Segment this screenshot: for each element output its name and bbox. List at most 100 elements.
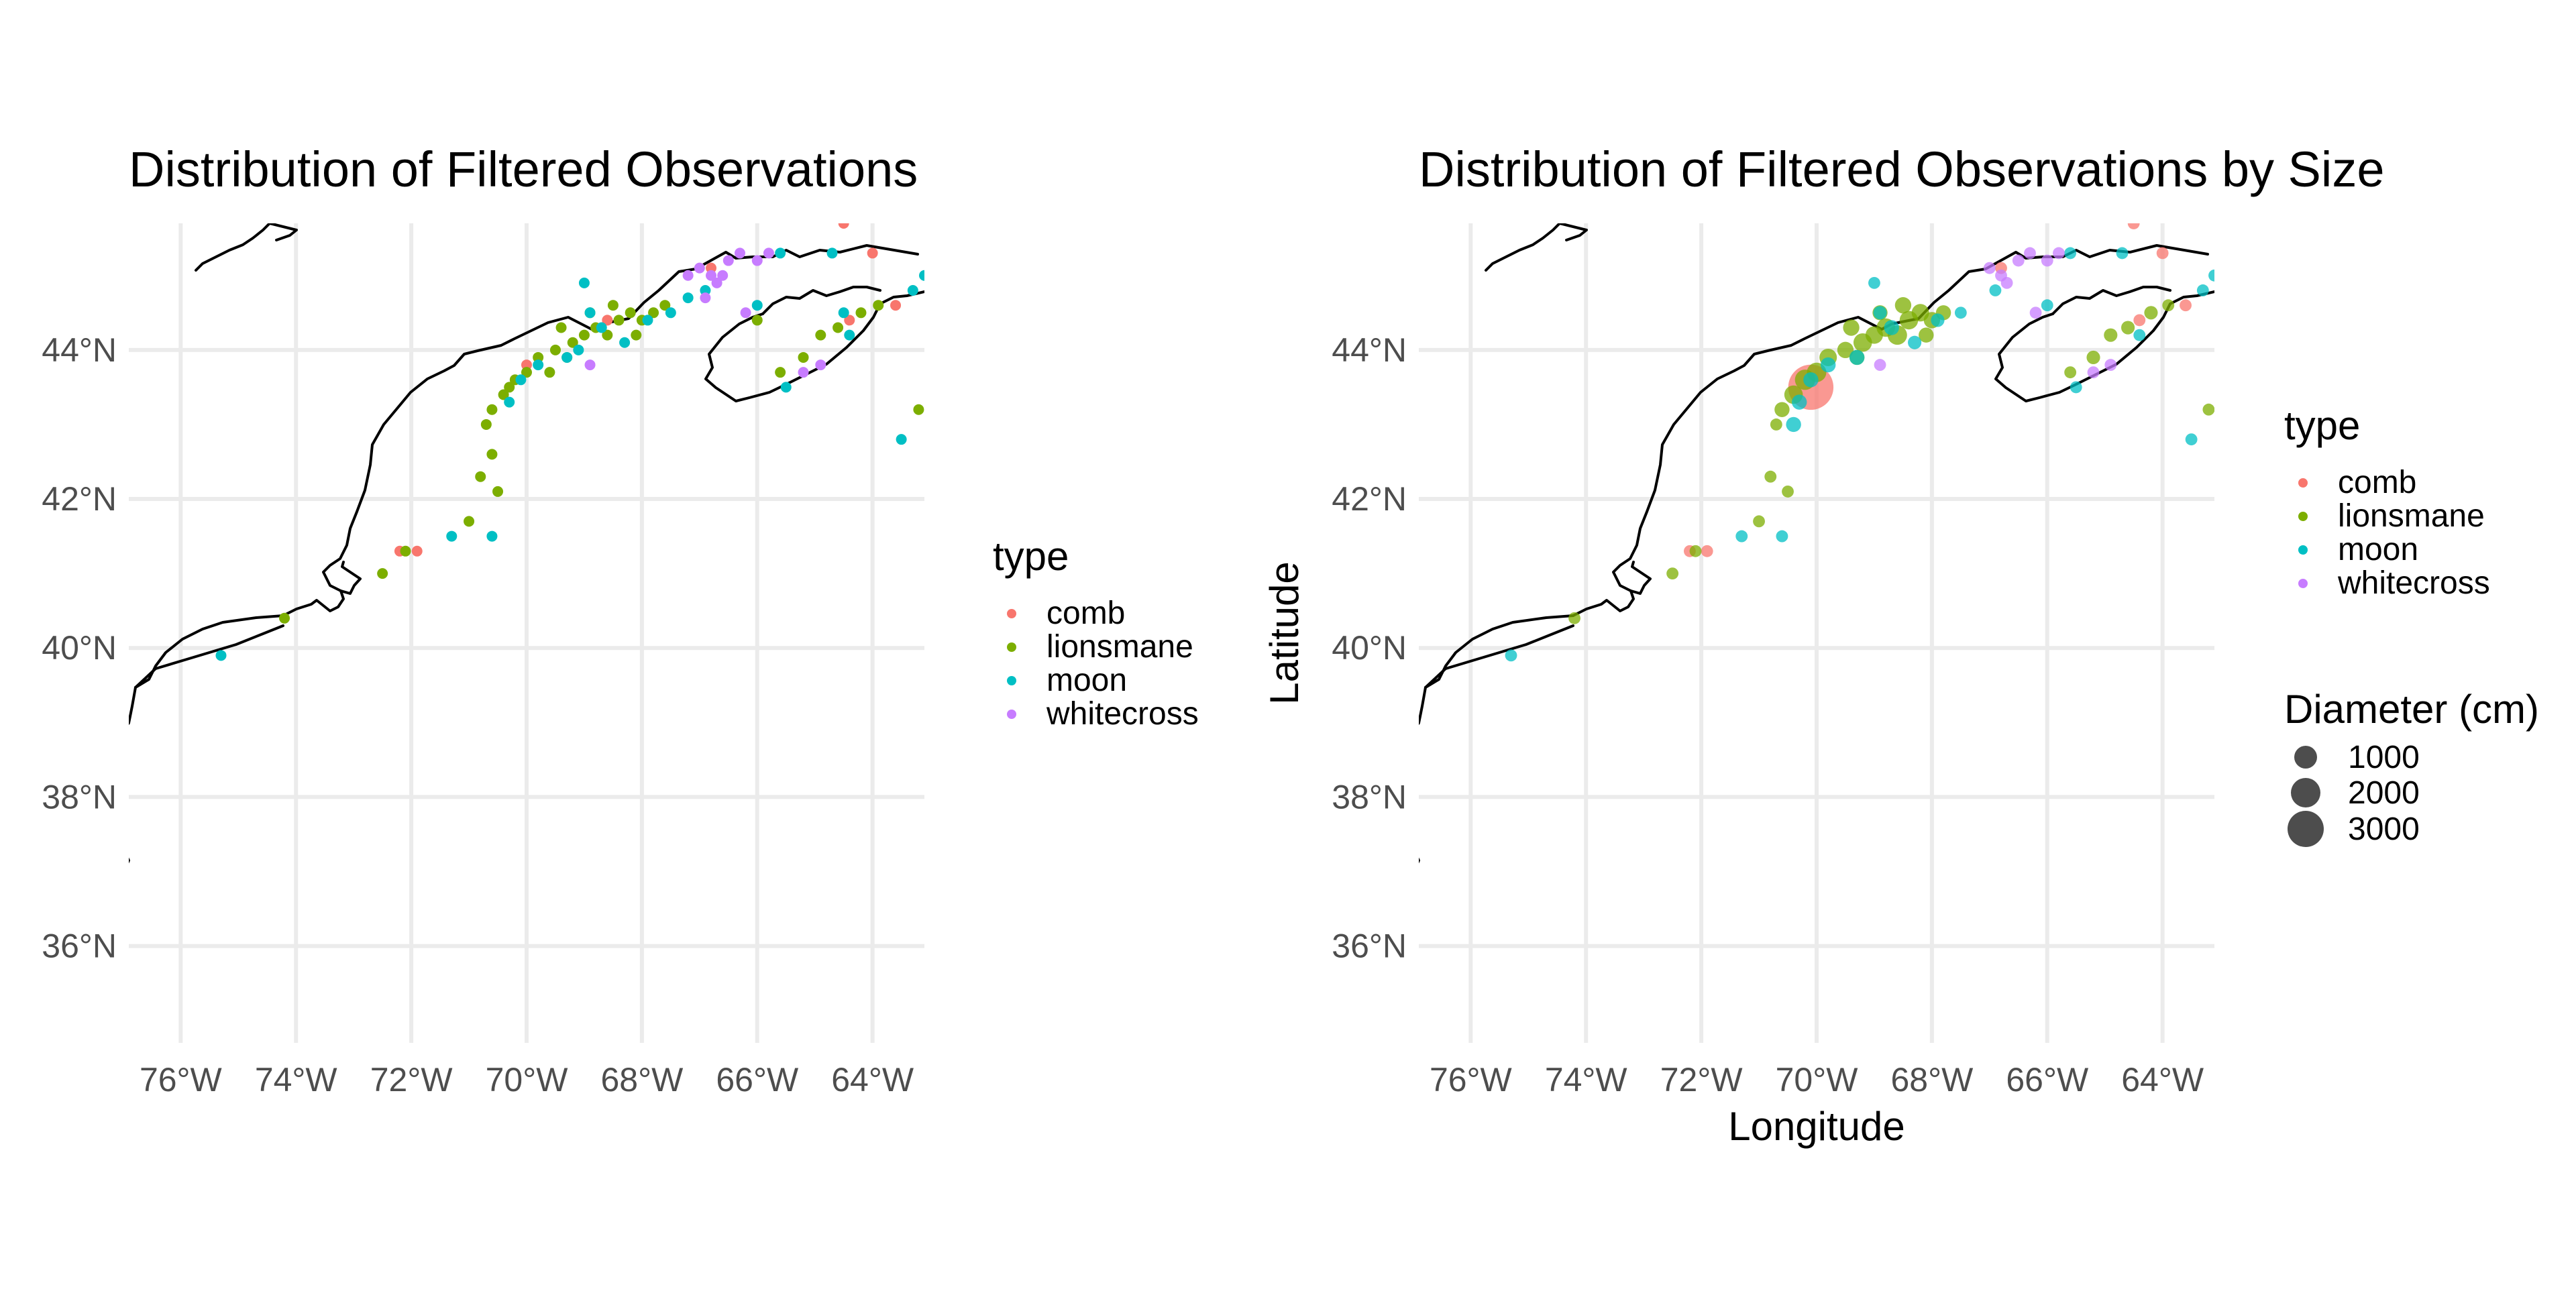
right-point-lionsmane [2202,403,2214,416]
right-legend-key-comb [2298,478,2308,488]
left-point-whitecross [694,262,705,274]
panel-left: Distribution of Filtered Observations 76… [42,142,1198,1099]
right-point-moon [1820,357,1836,373]
left-coastline-nova-scotia [704,290,924,402]
left-point-lionsmane [492,486,504,497]
right-point-moon [1868,276,1880,289]
left-point-lionsmane [504,382,515,393]
left-legend-title: type [993,534,1069,579]
left-point-whitecross [711,277,722,288]
left-coastline-new-jersey [129,686,137,726]
right-point-lionsmane [1666,567,1679,580]
right-point-lionsmane [1894,297,1912,314]
left-point-whitecross [798,367,809,378]
left-coastline-cape-cod [282,590,345,617]
right-point-moon [1954,306,1967,319]
left-y-tick-label: 42°N [42,480,117,518]
left-coastline-long-island [134,624,284,689]
right-y-tick-labels: 36°N 38°N 40°N 42°N 44°N [1332,331,1407,965]
left-point-lionsmane [498,389,509,400]
left-legend-label-lionsmane: lionsmane [1046,629,1193,665]
left-point-whitecross [815,359,826,371]
right-gridlines [1419,223,2214,1043]
left-x-tick-label: 74°W [255,1061,338,1099]
left-point-lionsmane [659,300,671,311]
right-point-lionsmane [1774,402,1790,417]
right-point-lionsmane [1770,418,1782,431]
right-point-comb [2156,247,2169,260]
left-point-lionsmane [464,516,475,527]
right-point-moon [2041,299,2053,312]
left-coastline-bay-of-fundy [761,286,881,315]
right-point-moon [1792,394,1807,410]
right-coastline [1332,223,2214,1129]
right-coastline-long-island [1424,624,1574,689]
left-point-lionsmane [480,418,492,430]
right-point-lionsmane [1568,612,1580,624]
left-x-tick-label: 64°W [831,1061,914,1099]
left-point-lionsmane [400,545,411,557]
right-coastline-long-island-sound [1424,614,1574,689]
left-point-lionsmane [549,344,561,355]
right-point-moon [1873,306,1887,320]
left-point-lionsmane [555,322,567,333]
left-x-tick-labels: 76°W 74°W 72°W 70°W 68°W 66°W 64°W [140,1061,914,1099]
right-point-lionsmane [2064,366,2077,379]
left-point-lionsmane [486,404,498,415]
left-point-whitecross [751,255,763,266]
right-point-whitecross [1983,262,1996,274]
right-size-legend-title: Diameter (cm) [2284,687,2539,732]
left-coastline-st-lawrence [195,223,271,272]
right-size-legend-key-2000 [2291,778,2320,807]
right-point-lionsmane [1764,470,1777,483]
right-point-moon [1735,530,1748,543]
left-point-moon [780,382,792,393]
left-point-lionsmane [798,351,809,363]
left-point-lionsmane [607,300,619,311]
right-point-lionsmane [2162,299,2175,312]
left-legend-key-comb [1007,609,1016,618]
left-point-whitecross [700,292,711,304]
left-legend-label-moon: moon [1046,663,1127,698]
right-point-moon [1505,649,1517,662]
right-point-lionsmane [1782,485,1794,498]
left-point-whitecross [706,270,717,281]
left-point-lionsmane [475,471,486,482]
left-point-lionsmane [602,329,613,341]
left-point-whitecross [740,307,751,319]
right-point-lionsmane [2086,350,2100,365]
left-x-tick-label: 76°W [140,1061,223,1099]
left-point-moon [561,351,573,363]
left-point-moon [573,344,584,355]
right-legend-title: type [2284,403,2360,448]
right-legend-label-moon: moon [2338,532,2418,567]
left-point-comb [602,315,613,326]
left-coastline-long-island-sound [134,614,284,689]
right-x-tick-label: 64°W [2121,1061,2204,1099]
left-point-lionsmane [578,329,590,341]
left-point-comb [411,545,423,557]
right-point-moon [2133,329,2146,341]
right-legend-label-whitecross: whitecross [2337,565,2490,601]
right-point-whitecross [2041,254,2053,267]
left-point-moon [596,322,607,333]
right-point-moon [2116,247,2129,260]
left-point-lionsmane [873,300,884,311]
left-point-moon [751,300,763,311]
left-point-lionsmane [631,329,642,341]
right-point-whitecross [2087,366,2100,379]
left-point-lionsmane [567,337,578,348]
left-point-moon [665,307,676,319]
left-point-moon [446,530,458,542]
right-coastline-bay-of-fundy [2051,286,2171,315]
left-point-whitecross [722,255,734,266]
left-point-moon [700,284,711,296]
left-legend-key-lionsmane [1007,642,1016,652]
right-x-tick-label: 68°W [1890,1061,1974,1099]
left-point-comb [890,300,902,311]
right-point-moon [1786,416,1801,433]
right-point-lionsmane [1753,515,1765,528]
right-coastline-virginia [1332,1015,1412,1129]
right-y-tick-label: 38°N [1332,778,1407,816]
